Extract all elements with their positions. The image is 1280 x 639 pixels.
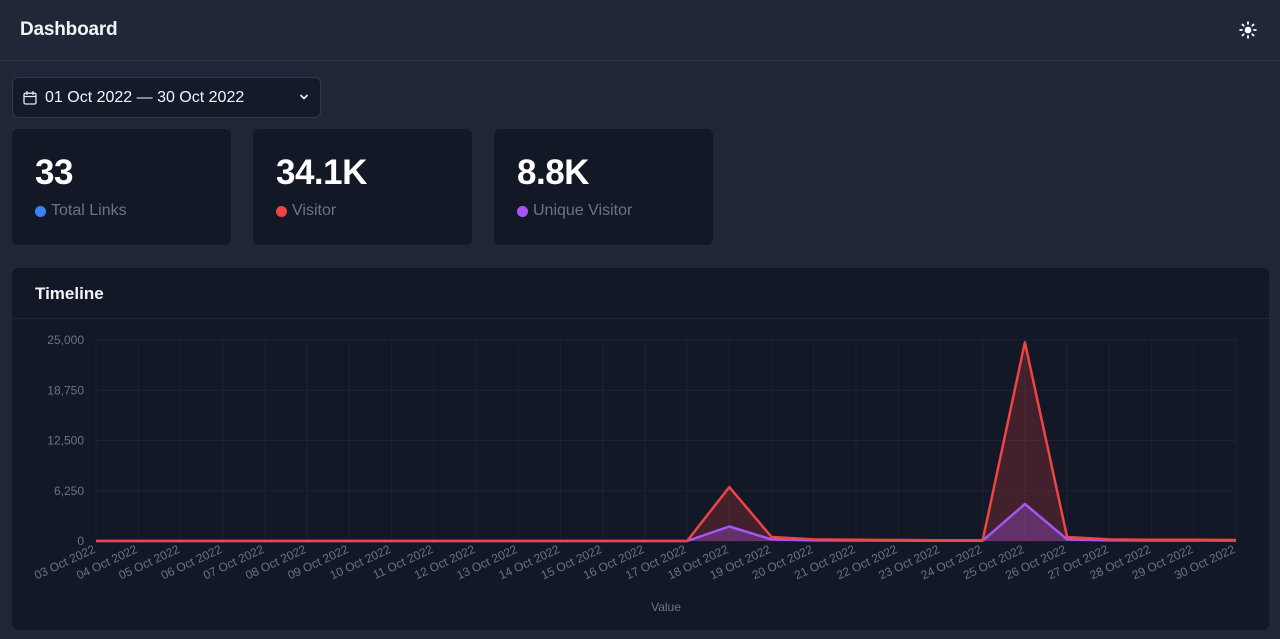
stat-card-visitor: 34.1K Visitor xyxy=(253,129,472,245)
series-area-1 xyxy=(96,504,1236,541)
stat-card-unique-visitor: 8.8K Unique Visitor xyxy=(494,129,713,245)
stat-label-text: Unique Visitor xyxy=(533,202,633,219)
red-dot-icon xyxy=(276,205,287,217)
stat-label: Unique Visitor xyxy=(517,202,632,220)
blue-dot-icon xyxy=(35,205,46,217)
date-range-picker[interactable]: 01 Oct 2022 — 30 Oct 2022 xyxy=(12,77,321,118)
timeline-panel: Timeline 25,000 18,750 12,500 6,250 0 03 Oct … xyxy=(12,268,1269,630)
calendar-icon xyxy=(23,90,37,105)
y-tick-label: 25,000 xyxy=(47,333,84,347)
top-bar: Dashboard xyxy=(0,0,1280,61)
y-tick-label: 0 xyxy=(77,534,84,548)
chart-grid xyxy=(95,339,1237,542)
sun-icon xyxy=(1239,21,1257,39)
page-title: Dashboard xyxy=(20,19,118,40)
x-axis-label: Value xyxy=(651,600,681,614)
series-line-0 xyxy=(96,341,1237,543)
stat-card-total-links: 33 Total Links xyxy=(12,129,231,245)
purple-dot-icon xyxy=(517,205,528,217)
y-tick-label: 18,750 xyxy=(47,383,84,397)
series-area-0 xyxy=(96,342,1236,541)
stat-value: 33 xyxy=(35,153,73,192)
theme-toggle-button[interactable] xyxy=(1236,18,1260,42)
date-range-label: 01 Oct 2022 — 30 Oct 2022 xyxy=(45,88,245,106)
stat-value: 34.1K xyxy=(276,153,367,192)
stat-label: Total Links xyxy=(35,202,127,220)
timeline-title: Timeline xyxy=(35,284,104,303)
stat-label-text: Total Links xyxy=(51,202,127,219)
stat-value: 8.8K xyxy=(517,153,589,192)
y-tick-label: 12,500 xyxy=(47,434,84,448)
y-tick-label: 6,250 xyxy=(54,484,84,498)
chevron-down-icon xyxy=(298,91,310,103)
stat-label-text: Visitor xyxy=(292,202,337,219)
timeline-header: Timeline xyxy=(12,268,1269,319)
stat-label: Visitor xyxy=(276,202,336,220)
